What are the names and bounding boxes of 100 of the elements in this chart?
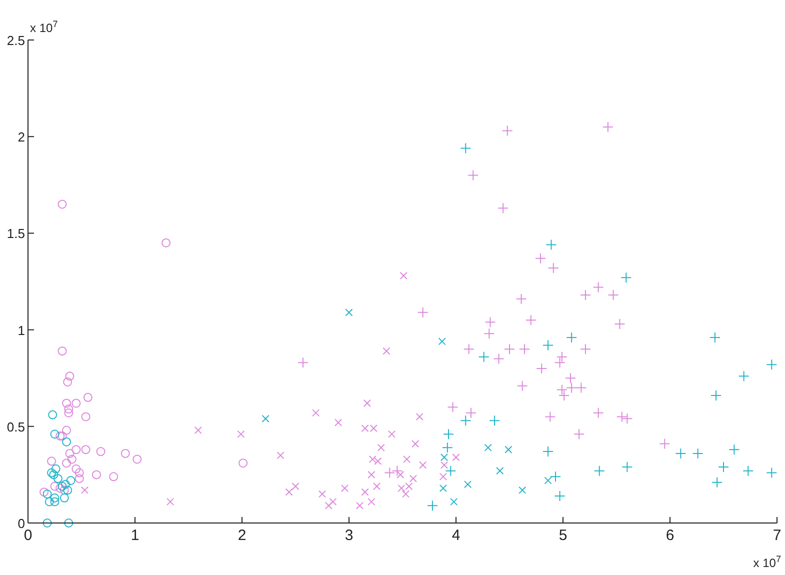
- point: [60, 493, 69, 502]
- point: [363, 399, 371, 408]
- point: [622, 413, 633, 424]
- point: [709, 332, 720, 344]
- point: [447, 402, 458, 413]
- point: [50, 430, 60, 439]
- point: [742, 465, 754, 476]
- point: [468, 170, 479, 181]
- point: [276, 452, 284, 460]
- point: [766, 467, 778, 478]
- point: [83, 392, 92, 402]
- point: [382, 347, 390, 355]
- point: [65, 372, 74, 381]
- point: [504, 344, 515, 355]
- point: [62, 426, 72, 435]
- point: [64, 404, 74, 414]
- point: [166, 498, 174, 506]
- point: [502, 125, 513, 136]
- point: [48, 410, 58, 420]
- point: [388, 430, 396, 438]
- point: [58, 346, 67, 356]
- point: [49, 470, 58, 480]
- x-tick-label: 1: [130, 527, 140, 544]
- point: [58, 432, 67, 441]
- point: [377, 444, 385, 452]
- point: [417, 306, 428, 318]
- point: [576, 382, 587, 394]
- point: [60, 480, 70, 489]
- point: [439, 484, 447, 492]
- point: [47, 468, 56, 478]
- point: [62, 458, 72, 468]
- point: [356, 502, 364, 510]
- point: [262, 414, 270, 422]
- point: [412, 440, 420, 448]
- x-tick-label: 7: [772, 527, 782, 544]
- point: [396, 470, 404, 478]
- point: [525, 314, 536, 326]
- point: [324, 502, 332, 510]
- point: [62, 398, 72, 408]
- point: [489, 415, 500, 426]
- point: [345, 308, 353, 316]
- point: [162, 238, 171, 248]
- point: [622, 461, 633, 472]
- point: [67, 454, 76, 464]
- point: [50, 493, 60, 502]
- point: [92, 470, 101, 480]
- point: [710, 390, 722, 401]
- text: x 10$^{7}$: [753, 554, 781, 570]
- point: [445, 465, 456, 476]
- point: [63, 486, 72, 495]
- point: [416, 412, 424, 421]
- point: [554, 490, 566, 502]
- point: [516, 293, 527, 304]
- point: [368, 470, 376, 478]
- point: [334, 418, 342, 426]
- point: [402, 490, 410, 498]
- point: [392, 465, 403, 476]
- point: [426, 500, 438, 512]
- point: [81, 412, 90, 422]
- point: [478, 351, 490, 362]
- point: [47, 456, 56, 466]
- point: [484, 328, 495, 340]
- point: [564, 372, 576, 384]
- point: [40, 488, 49, 497]
- point: [237, 430, 245, 438]
- point: [60, 486, 69, 495]
- point: [452, 454, 460, 462]
- point: [518, 344, 530, 355]
- point: [556, 351, 568, 362]
- point: [659, 438, 670, 450]
- point: [62, 437, 72, 446]
- point: [602, 121, 614, 132]
- point: [65, 448, 74, 458]
- point: [53, 474, 62, 484]
- point: [580, 290, 591, 301]
- point: [566, 332, 578, 344]
- point: [675, 448, 686, 459]
- point: [498, 202, 509, 214]
- point: [74, 468, 84, 478]
- point: [400, 272, 408, 280]
- point: [72, 398, 81, 408]
- point: [592, 282, 604, 293]
- point: [402, 455, 411, 464]
- point: [96, 447, 106, 456]
- point: [608, 290, 619, 301]
- point: [109, 472, 118, 482]
- y-tick-label: 0.5: [6, 419, 25, 434]
- point: [463, 344, 474, 355]
- point: [554, 357, 566, 368]
- y-tick-label: 2.5: [6, 33, 25, 48]
- point: [484, 444, 492, 452]
- point: [58, 200, 67, 209]
- point: [439, 472, 447, 480]
- point: [766, 359, 778, 370]
- point: [64, 518, 74, 528]
- point: [438, 338, 446, 346]
- point: [542, 340, 554, 351]
- point: [318, 490, 326, 498]
- text: x 10$^{7}$: [30, 19, 58, 35]
- point: [712, 476, 723, 488]
